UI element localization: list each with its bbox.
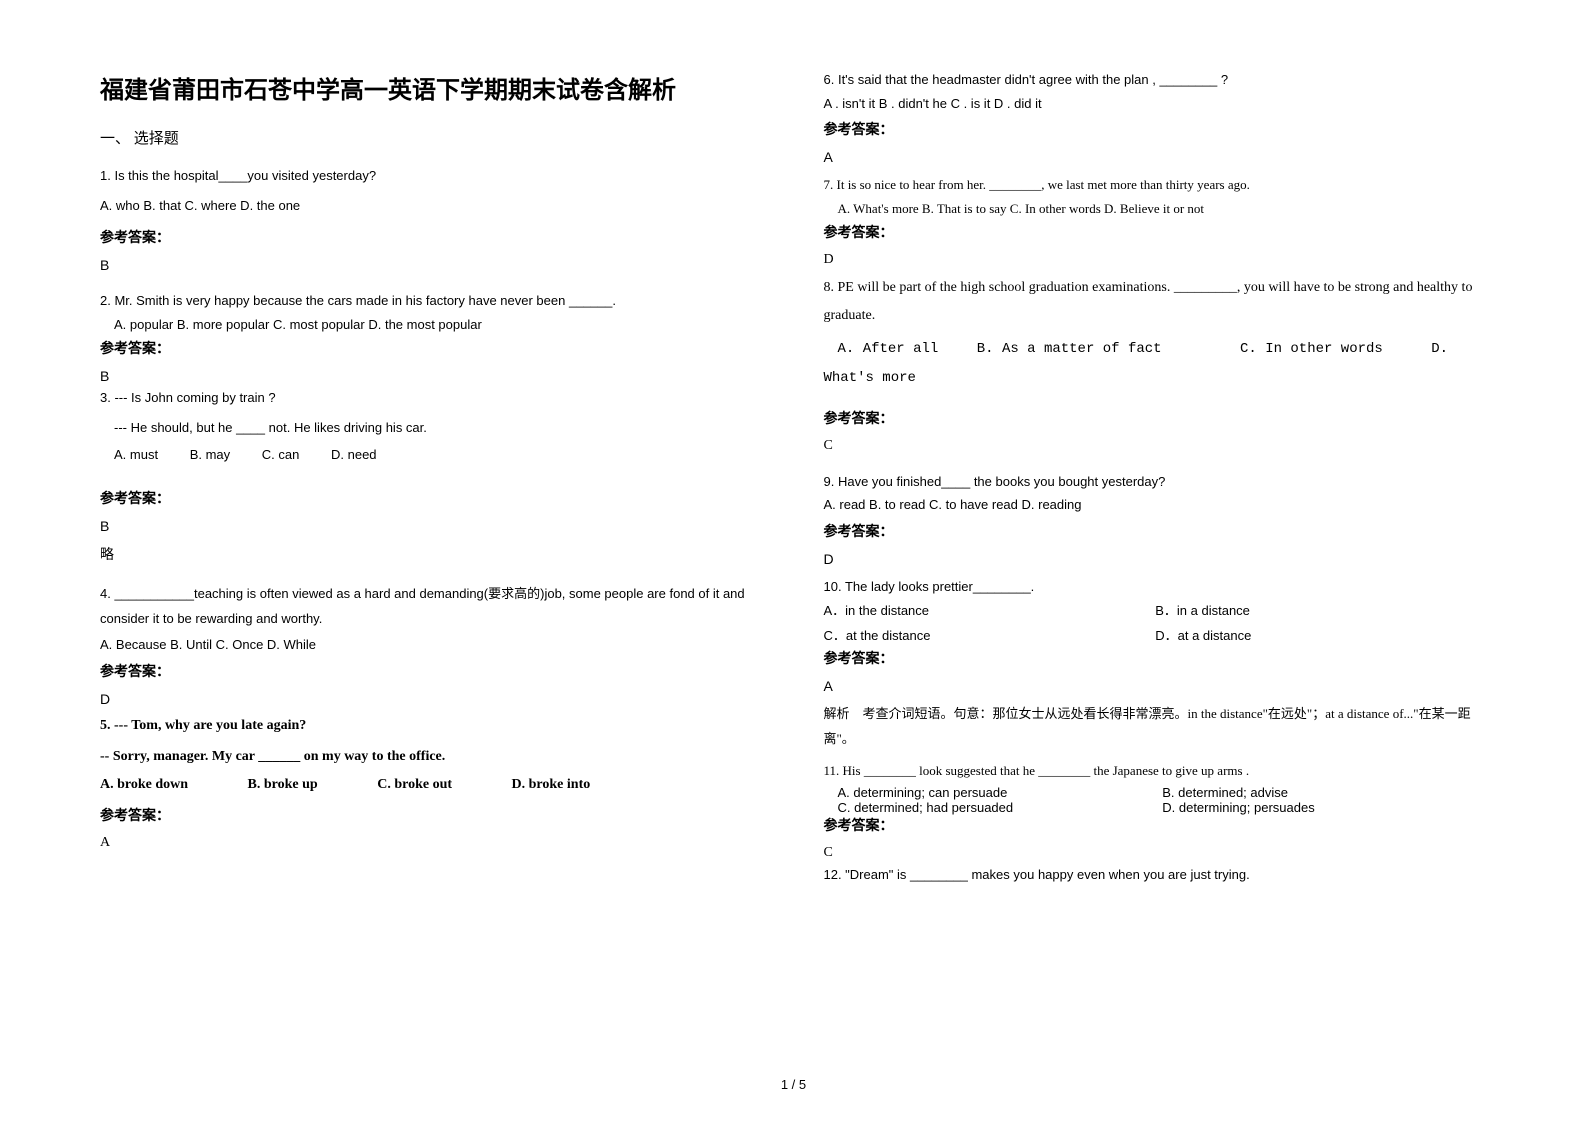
q8-optB: B. As a matter of fact [977,340,1162,360]
q8-optD-cont: What's more [824,370,1488,386]
q7-answer: D [824,252,1488,268]
right-column: 6. It's said that the headmaster didn't … [824,70,1488,1067]
q5-answer: A [100,835,764,851]
q8-answer: C [824,438,1488,454]
q5-optB: B. broke up [248,777,318,793]
q10-optD: D．at a distance [1155,625,1487,644]
q7-opts: A. What's more B. That is to say C. In o… [824,199,1488,219]
q11-optB: B. determined; advise [1162,785,1487,800]
q1-stem: 1. Is this the hospital____you visited y… [100,166,764,186]
q11-answer: C [824,845,1488,861]
q10-answer: A [824,678,1488,694]
q8-optA: A. After all [838,340,939,360]
q5-stem-b: -- Sorry, manager. My car ______ on my w… [100,746,764,767]
q8-optD: D. [1431,340,1448,360]
answer-label: 参考答案： [100,488,764,508]
q8-stem: 8. PE will be part of the high school gr… [824,274,1488,330]
section-heading: 一、 选择题 [100,127,764,148]
q5-optC: C. broke out [377,777,452,793]
q3-stem: 3. --- Is John coming by train ? [100,388,764,408]
q3-optC: C. can [262,447,300,462]
q7-stem: 7. It is so nice to hear from her. _____… [824,175,1488,195]
q11-stem: 11. His ________ look suggested that he … [824,761,1488,781]
q10-opts-row2: C．at the distance D．at a distance [824,625,1488,644]
q10-explanation: 解析 考查介词短语。句意：那位女士从远处看长得非常漂亮。in the dista… [824,702,1488,751]
page: 福建省莆田市石苍中学高一英语下学期期末试卷含解析 一、 选择题 1. Is th… [0,0,1587,1122]
q2-answer: B [100,368,764,384]
q6-answer: A [824,149,1488,165]
q5-opts: A. broke down B. broke up C. broke out D… [100,777,764,793]
answer-label: 参考答案： [100,661,764,681]
left-column: 福建省莆田市石苍中学高一英语下学期期末试卷含解析 一、 选择题 1. Is th… [100,70,764,1067]
answer-label: 参考答案： [824,521,1488,541]
q3-optB: B. may [190,447,230,462]
q3-opts: A. must B. may C. can D. need [100,447,764,462]
q3-stem-b: --- He should, but he ____ not. He likes… [100,418,764,438]
q8-opts: A. After all B. As a matter of fact C. I… [824,340,1488,360]
q6-opts: A . isn't it B . didn't he C . is it D .… [824,94,1488,114]
q1-answer: B [100,257,764,273]
doc-title: 福建省莆田市石苍中学高一英语下学期期末试卷含解析 [100,70,764,105]
answer-label: 参考答案： [824,815,1488,835]
q11-opts-row1: A. determining; can persuade B. determin… [824,785,1488,800]
q5-optA: A. broke down [100,777,188,793]
q9-answer: D [824,551,1488,567]
q10-stem: 10. The lady looks prettier________. [824,577,1488,597]
q11-optC: C. determined; had persuaded [838,800,1163,815]
answer-label: 参考答案： [100,805,764,825]
answer-label: 参考答案： [100,338,764,358]
q3-note: 略 [100,544,764,564]
q2-stem: 2. Mr. Smith is very happy because the c… [100,291,764,311]
columns: 福建省莆田市石苍中学高一英语下学期期末试卷含解析 一、 选择题 1. Is th… [100,70,1487,1067]
q5-stem-a: 5. --- Tom, why are you late again? [100,715,764,736]
answer-label: 参考答案： [824,119,1488,139]
q1-opts: A. who B. that C. where D. the one [100,196,764,216]
q8-optC: C. In other words [1240,340,1383,360]
answer-label: 参考答案： [824,222,1488,242]
page-number: 1 / 5 [100,1067,1487,1092]
q9-opts: A. read B. to read C. to have read D. re… [824,495,1488,515]
answer-label: 参考答案： [100,227,764,247]
q9-stem: 9. Have you finished____ the books you b… [824,472,1488,492]
q3-answer: B [100,518,764,534]
q11-opts-row2: C. determined; had persuaded D. determin… [824,800,1488,815]
q5-optD: D. broke into [512,777,591,793]
q4-opts: A. Because B. Until C. Once D. While [100,635,764,655]
q3-optD: D. need [331,447,377,462]
q10-optB: B．in a distance [1155,600,1487,619]
q10-opts-row1: A．in the distance B．in a distance [824,600,1488,619]
q6-stem: 6. It's said that the headmaster didn't … [824,70,1488,90]
answer-label: 参考答案： [824,648,1488,668]
q10-optA: A．in the distance [824,600,1156,619]
q11-optA: A. determining; can persuade [838,785,1163,800]
q11-optD: D. determining; persuades [1162,800,1487,815]
q2-opts: A. popular B. more popular C. most popul… [100,315,764,335]
q4-answer: D [100,691,764,707]
q10-optC: C．at the distance [824,625,1156,644]
q4-stem: 4. ___________teaching is often viewed a… [100,582,764,631]
answer-label: 参考答案： [824,408,1488,428]
q12-stem: 12. "Dream" is ________ makes you happy … [824,865,1488,885]
q3-optA: A. must [114,447,158,462]
